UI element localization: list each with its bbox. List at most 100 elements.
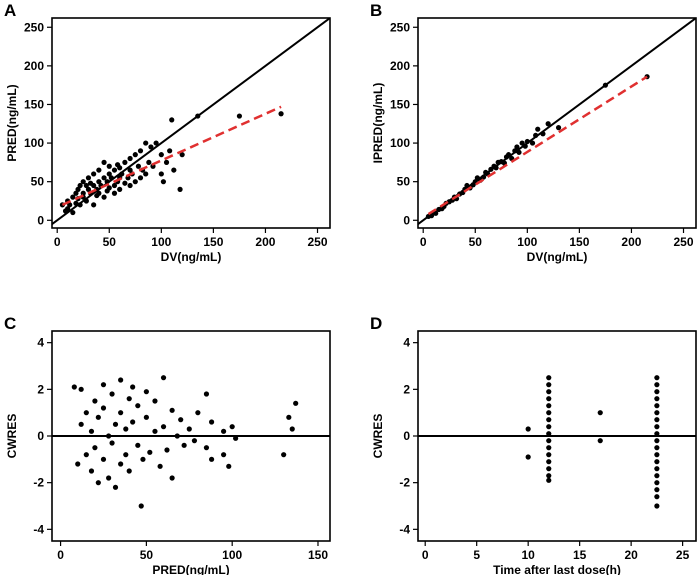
x-tick-label: 50: [103, 235, 117, 249]
data-point: [654, 375, 660, 381]
data-point: [195, 113, 201, 119]
data-point: [203, 445, 210, 451]
x-tick-label: 0: [54, 235, 61, 249]
x-axis-title: DV(ng/mL): [527, 250, 588, 264]
data-point: [111, 167, 118, 173]
data-point: [152, 428, 158, 434]
y-axis-title: IPRED(ng/mL): [371, 83, 385, 164]
data-point: [118, 410, 124, 416]
data-point: [127, 182, 133, 189]
data-point: [143, 389, 149, 395]
data-point: [546, 477, 552, 483]
data-point: [146, 159, 152, 165]
data-point: [152, 398, 158, 404]
data-point: [92, 398, 98, 404]
data-point: [546, 410, 552, 416]
y-tick-label: -2: [399, 476, 410, 490]
data-point: [91, 171, 97, 177]
data-point: [236, 113, 243, 119]
x-axis-title: PRED(ng/mL): [152, 563, 229, 575]
data-point: [83, 198, 89, 204]
y-tick-label: -2: [33, 476, 44, 490]
data-point: [126, 396, 132, 402]
data-point: [293, 400, 299, 406]
data-point: [169, 117, 175, 123]
data-point: [654, 438, 660, 444]
y-tick-label: 0: [403, 429, 410, 443]
data-point: [100, 456, 107, 462]
data-point: [546, 473, 552, 479]
data-point: [221, 452, 227, 458]
data-point: [654, 417, 660, 423]
y-tick-label: 0: [37, 429, 44, 443]
panel-letter: D: [370, 314, 382, 333]
x-tick-label: 0: [420, 235, 427, 249]
data-point: [654, 403, 660, 409]
panel-a: A 0 50 100 150 200 250 0 50 100 150 200 250 DV(ng/mL)…: [4, 1, 331, 264]
y-axis-title: CWRES: [5, 414, 19, 459]
data-point: [71, 384, 77, 390]
data-point: [493, 165, 499, 171]
data-point: [127, 167, 133, 173]
data-point: [112, 421, 119, 427]
data-point: [654, 396, 660, 402]
data-point: [195, 410, 201, 416]
x-tick-label: 25: [676, 548, 690, 562]
data-point: [169, 407, 175, 413]
x-tick-label: 100: [222, 548, 242, 562]
data-point: [118, 377, 124, 383]
data-point: [555, 125, 562, 131]
data-point: [654, 494, 660, 500]
x-tick-label: 250: [307, 235, 327, 249]
data-point: [101, 159, 107, 165]
data-point: [654, 389, 660, 395]
x-tick-label: 150: [569, 235, 589, 249]
data-point: [654, 503, 660, 509]
data-point: [85, 186, 92, 192]
data-point: [135, 163, 142, 169]
x-axis-title: Time after last dose(h): [493, 563, 621, 575]
y-tick-label: 100: [390, 136, 410, 150]
data-point: [106, 171, 112, 177]
data-point: [546, 466, 552, 472]
data-point: [148, 144, 154, 150]
data-point: [140, 456, 146, 462]
data-point: [480, 174, 487, 180]
data-point: [546, 403, 552, 409]
data-point: [654, 410, 660, 416]
x-tick-label: 150: [308, 548, 328, 562]
data-point: [117, 186, 123, 192]
data-point: [70, 209, 76, 216]
data-point: [514, 144, 520, 150]
y-tick-label: 4: [403, 336, 410, 350]
data-point: [522, 143, 528, 149]
data-point: [135, 442, 141, 448]
data-point: [177, 186, 183, 192]
y-tick-label: -4: [399, 522, 410, 536]
data-point: [524, 138, 530, 145]
data-point: [535, 126, 541, 132]
data-point: [106, 433, 112, 439]
panel-b: B 0 50 100 150 200 250 0 50 100 150 200 250 DV(ng/mL)…: [370, 1, 697, 264]
x-tick-label: 10: [521, 548, 535, 562]
data-point: [96, 167, 102, 173]
data-point: [546, 396, 552, 402]
data-point: [540, 131, 546, 137]
panel-letter: A: [4, 1, 16, 20]
data-point: [546, 452, 552, 458]
y-tick-label: 200: [390, 59, 410, 73]
data-point: [96, 179, 102, 185]
data-point: [122, 159, 128, 165]
data-point: [546, 445, 552, 451]
data-point: [505, 152, 512, 158]
panel-letter: B: [370, 1, 382, 20]
data-point: [602, 82, 609, 88]
data-point: [597, 438, 603, 444]
data-point: [130, 384, 136, 390]
data-point: [67, 202, 73, 208]
data-point: [119, 171, 125, 177]
data-point: [88, 428, 95, 434]
data-point: [122, 180, 128, 186]
x-tick-label: 50: [140, 548, 154, 562]
